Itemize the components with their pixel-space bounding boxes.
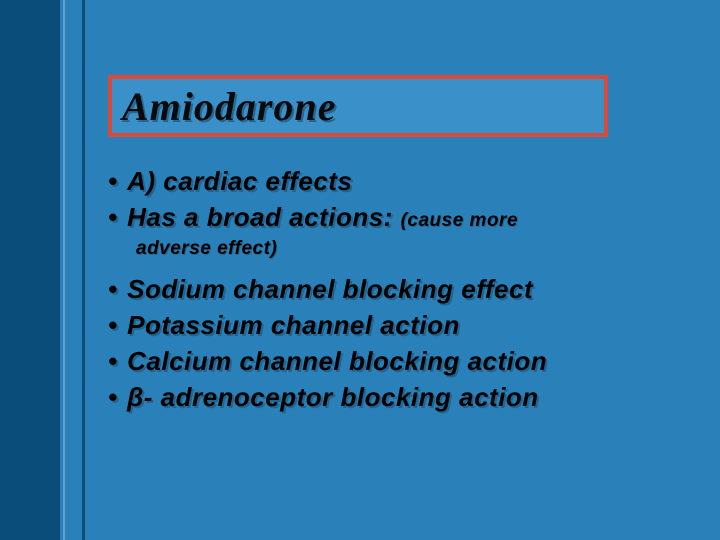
bullet-marker: • [108,165,117,199]
bullet-text-2-sub: adverse effect) [136,238,277,259]
bullet-row: • A) cardiac effects [108,165,688,199]
bullet-row: • Has a broad actions: (cause more [108,201,688,235]
bullet-marker: • [108,345,117,379]
bullet-marker: • [108,381,117,415]
bullet-subline: adverse effect) [136,237,688,262]
bullet-text-4: Potassium channel action [127,309,460,343]
bullet-text-3: Sodium channel blocking effect [127,273,533,307]
bullet-text-5: Calcium channel blocking action [127,345,547,379]
divider-line-dark [82,0,85,540]
bullet-text-1: A) cardiac effects [127,165,352,199]
bullet-marker: • [108,273,117,307]
left-stripe [0,0,60,540]
bullet-row: • β- adrenoceptor blocking action [108,381,688,415]
slide-title: Amiodarone [122,83,336,130]
divider-line-light [63,0,65,540]
bullet-marker: • [108,201,117,235]
bullet-text-2-main: Has a broad actions: [127,202,393,232]
bullet-row: • Calcium channel blocking action [108,345,688,379]
title-box: Amiodarone [108,75,608,137]
bullet-text-2: Has a broad actions: (cause more [127,201,518,235]
bullet-row: • Sodium channel blocking effect [108,273,688,307]
bullet-text-6: β- adrenoceptor blocking action [127,381,539,415]
slide: Amiodarone • A) cardiac effects • Has a … [0,0,720,540]
bullet-row: • Potassium channel action [108,309,688,343]
content-area: • A) cardiac effects • Has a broad actio… [108,165,688,416]
bullet-marker: • [108,309,117,343]
bullet-group-2: • Sodium channel blocking effect • Potas… [108,273,688,414]
bullet-text-2-paren: (cause more [401,210,518,231]
